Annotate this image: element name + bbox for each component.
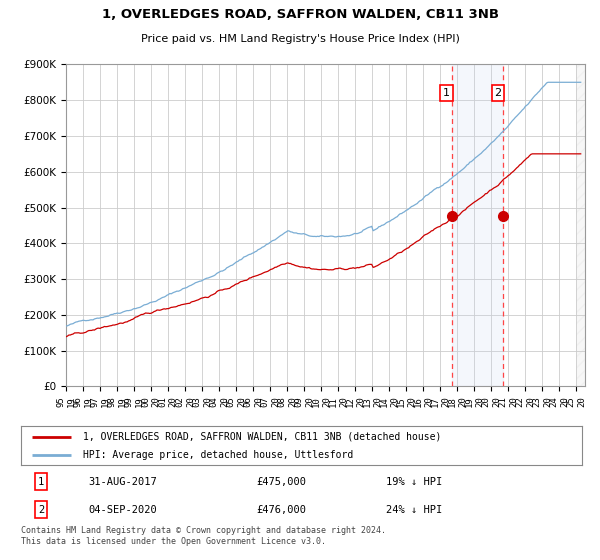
Text: 1: 1 xyxy=(443,88,450,98)
Text: 1, OVERLEDGES ROAD, SAFFRON WALDEN, CB11 3NB: 1, OVERLEDGES ROAD, SAFFRON WALDEN, CB11… xyxy=(101,8,499,21)
Bar xyxy=(452,64,503,386)
Text: Price paid vs. HM Land Registry's House Price Index (HPI): Price paid vs. HM Land Registry's House … xyxy=(140,34,460,44)
Text: 1, OVERLEDGES ROAD, SAFFRON WALDEN, CB11 3NB (detached house): 1, OVERLEDGES ROAD, SAFFRON WALDEN, CB11… xyxy=(83,432,441,442)
Text: Contains HM Land Registry data © Crown copyright and database right 2024.
This d: Contains HM Land Registry data © Crown c… xyxy=(21,526,386,546)
Text: 31-AUG-2017: 31-AUG-2017 xyxy=(88,477,157,487)
Text: £475,000: £475,000 xyxy=(257,477,307,487)
Text: £476,000: £476,000 xyxy=(257,505,307,515)
Text: 24% ↓ HPI: 24% ↓ HPI xyxy=(386,505,442,515)
Text: 2: 2 xyxy=(494,88,502,98)
Text: 1: 1 xyxy=(38,477,44,487)
Text: 2: 2 xyxy=(38,505,44,515)
Bar xyxy=(577,64,585,386)
Text: 04-SEP-2020: 04-SEP-2020 xyxy=(88,505,157,515)
Text: HPI: Average price, detached house, Uttlesford: HPI: Average price, detached house, Uttl… xyxy=(83,450,353,460)
Text: 19% ↓ HPI: 19% ↓ HPI xyxy=(386,477,442,487)
